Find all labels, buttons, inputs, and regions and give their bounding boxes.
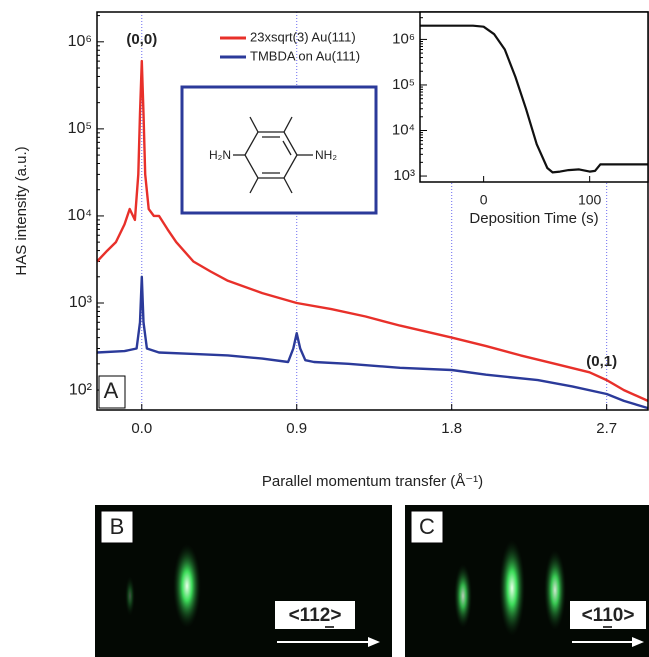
figure: 0.0 0.9 1.8 2.7 10² 10³ 10⁴ 10⁵ 10⁶ 23xsqrt(3) Au… xyxy=(0,0,649,657)
diffraction-spot xyxy=(125,576,135,616)
y-tick-label: 10² xyxy=(69,381,93,398)
panel-label: B xyxy=(110,514,125,539)
x-tick-label: 100 xyxy=(578,192,602,208)
y-tick-label: 10³ xyxy=(69,294,93,311)
x-axis-label: Deposition Time (s) xyxy=(469,210,598,227)
x-tick-label: 0.9 xyxy=(286,420,307,437)
y-tick-label: 10⁵ xyxy=(68,120,92,137)
diffraction-spot xyxy=(173,544,201,628)
panel-image xyxy=(95,505,392,657)
x-tick-label: 0 xyxy=(480,192,488,208)
annotation: (0,0) xyxy=(126,31,157,48)
diffraction-spot xyxy=(454,564,472,628)
panel-b: B <112> xyxy=(95,505,392,657)
annotation: (0,1) xyxy=(586,353,617,370)
direction-label: <112> xyxy=(289,605,342,626)
legend-label: 23xsqrt(3) Au(111) xyxy=(250,29,356,44)
y-axis-label: HAS intensity (a.u.) xyxy=(13,146,30,275)
y-tick-label: 10⁶ xyxy=(392,30,415,47)
amine-left: H₂N xyxy=(209,148,231,162)
x-tick-label: 1.8 xyxy=(441,420,462,437)
y-tick-label: 10⁵ xyxy=(392,76,415,93)
amine-right: NH₂ xyxy=(315,148,337,162)
panel-c: C <110> xyxy=(405,505,649,657)
plot-area xyxy=(420,12,648,182)
diffraction-spot xyxy=(499,540,525,636)
y-tick-label: 10³ xyxy=(393,167,415,184)
y-tick-label: 10⁶ xyxy=(68,33,92,50)
x-tick-label: 2.7 xyxy=(596,420,617,437)
molecule-diagram: H₂N NH₂ xyxy=(182,87,376,213)
diffraction-spot xyxy=(544,550,566,630)
x-tick-label: 0.0 xyxy=(131,420,152,437)
y-tick-label: 10⁴ xyxy=(67,207,92,224)
y-tick-label: 10⁴ xyxy=(392,121,415,138)
panel-label: C xyxy=(419,514,435,539)
legend-label: TMBDA on Au(111) xyxy=(250,48,360,63)
direction-label: <110> xyxy=(582,605,635,626)
x-axis-label: Parallel momentum transfer (Å⁻¹) xyxy=(262,473,483,490)
annotation: A xyxy=(104,378,119,403)
